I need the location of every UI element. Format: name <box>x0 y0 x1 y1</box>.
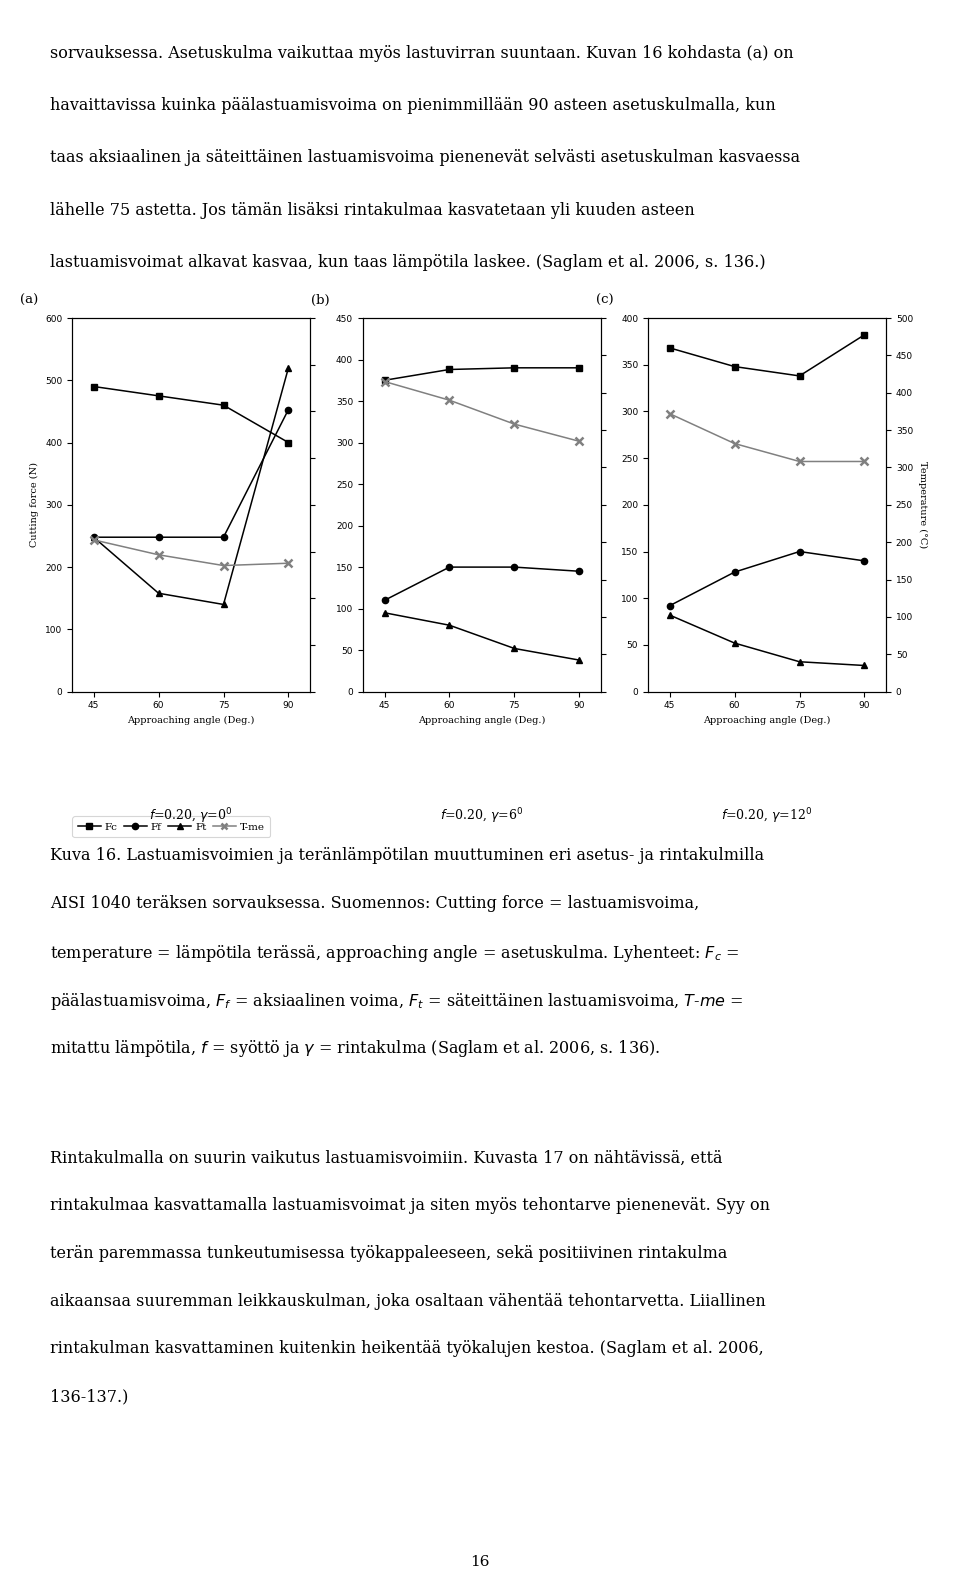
Text: rintakulman kasvattaminen kuitenkin heikentää työkalujen kestoa. (Saglam et al. : rintakulman kasvattaminen kuitenkin heik… <box>50 1340 763 1358</box>
Legend: Fc, Ff, Ft, T-me: Fc, Ff, Ft, T-me <box>72 816 270 836</box>
Text: havaittavissa kuinka päälastuamisvoima on pienimmillään 90 asteen asetuskulmalla: havaittavissa kuinka päälastuamisvoima o… <box>50 97 776 114</box>
Text: AISI 1040 teräksen sorvauksessa. Suomennos: Cutting force = lastuamisvoima,: AISI 1040 teräksen sorvauksessa. Suomenn… <box>50 895 699 913</box>
Text: $f$=0.20, $\gamma$=6$^{0}$: $f$=0.20, $\gamma$=6$^{0}$ <box>441 806 523 825</box>
Text: päälastuamisvoima, $F_f$ = aksiaalinen voima, $F_t$ = säteittäinen lastuamisvoim: päälastuamisvoima, $F_f$ = aksiaalinen v… <box>50 991 743 1011</box>
Text: 16: 16 <box>470 1555 490 1569</box>
Text: taas aksiaalinen ja säteittäinen lastuamisvoima pienenevät selvästi asetuskulman: taas aksiaalinen ja säteittäinen lastuam… <box>50 149 800 167</box>
Text: terän paremmassa tunkeutumisessa työkappaleeseen, sekä positiivinen rintakulma: terän paremmassa tunkeutumisessa työkapp… <box>50 1245 728 1262</box>
Text: (b): (b) <box>310 294 329 307</box>
Text: $f$=0.20, $\gamma$=12$^{0}$: $f$=0.20, $\gamma$=12$^{0}$ <box>722 806 812 825</box>
X-axis label: Approaching angle (Deg.): Approaching angle (Deg.) <box>128 716 254 725</box>
Text: 136-137.): 136-137.) <box>50 1388 129 1406</box>
Y-axis label: Cutting force (N): Cutting force (N) <box>31 463 39 547</box>
Text: Rintakulmalla on suurin vaikutus lastuamisvoimiin. Kuvasta 17 on nähtävissä, ett: Rintakulmalla on suurin vaikutus lastuam… <box>50 1150 723 1167</box>
Text: aikaansaa suuremman leikkauskulman, joka osaltaan vähentää tehontarvetta. Liiall: aikaansaa suuremman leikkauskulman, joka… <box>50 1293 766 1310</box>
Text: mitattu lämpötila, $f$ = syöttö ja $\gamma$ = rintakulma (Saglam et al. 2006, s.: mitattu lämpötila, $f$ = syöttö ja $\gam… <box>50 1038 660 1059</box>
X-axis label: Approaching angle (Deg.): Approaching angle (Deg.) <box>419 716 545 725</box>
Text: Kuva 16. Lastuamisvoimien ja teränlämpötilan muuttuminen eri asetus- ja rintakul: Kuva 16. Lastuamisvoimien ja teränlämpöt… <box>50 847 764 865</box>
Y-axis label: Temperature (°C): Temperature (°C) <box>918 461 927 549</box>
Text: (c): (c) <box>595 294 613 307</box>
Text: rintakulmaa kasvattamalla lastuamisvoimat ja siten myös tehontarve pienenevät. S: rintakulmaa kasvattamalla lastuamisvoima… <box>50 1197 770 1215</box>
Text: temperature = lämpötila terässä, approaching angle = asetuskulma. Lyhenteet: $F_: temperature = lämpötila terässä, approac… <box>50 943 739 964</box>
Text: (a): (a) <box>19 294 37 307</box>
Text: $f$=0.20, $\gamma$=0$^{0}$: $f$=0.20, $\gamma$=0$^{0}$ <box>150 806 232 825</box>
Text: lähelle 75 astetta. Jos tämän lisäksi rintakulmaa kasvatetaan yli kuuden asteen: lähelle 75 astetta. Jos tämän lisäksi ri… <box>50 202 695 219</box>
Text: sorvauksessa. Asetuskulma vaikuttaa myös lastuvirran suuntaan. Kuvan 16 kohdasta: sorvauksessa. Asetuskulma vaikuttaa myös… <box>50 45 794 62</box>
X-axis label: Approaching angle (Deg.): Approaching angle (Deg.) <box>704 716 830 725</box>
Text: lastuamisvoimat alkavat kasvaa, kun taas lämpötila laskee. (Saglam et al. 2006, : lastuamisvoimat alkavat kasvaa, kun taas… <box>50 254 765 272</box>
